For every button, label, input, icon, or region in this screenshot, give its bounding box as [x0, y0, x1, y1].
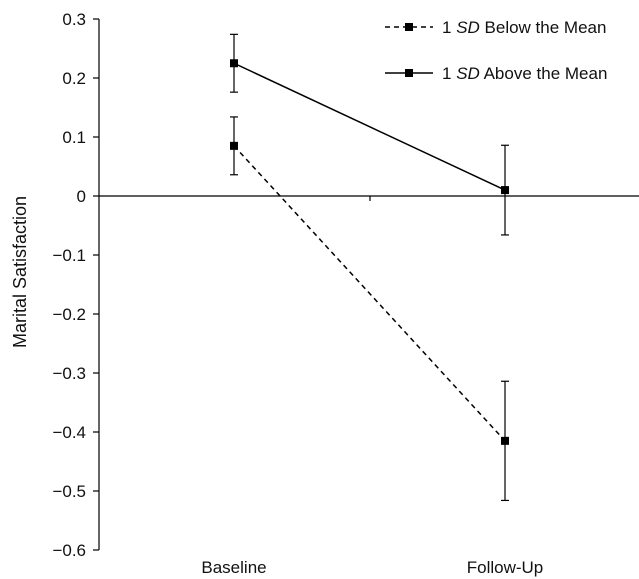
series-lines [230, 33, 509, 502]
y-axis-title: Marital Satisfaction [10, 196, 30, 348]
series-1 [230, 116, 509, 502]
y-tick-label: 0.2 [62, 69, 86, 88]
y-tick-label: −0.2 [52, 305, 86, 324]
series-line [233, 145, 506, 442]
y-tick-label: −0.3 [52, 364, 86, 383]
y-axis-ticks: 0.3 0.2 0.1 0 −0.1 −0.2 −0.3 −0.4 −0.5 −0.6 Baseli… [52, 10, 543, 577]
x-tick-label: Follow-Up [467, 558, 544, 577]
legend-marker [405, 23, 413, 31]
x-tick-label: Baseline [201, 558, 266, 577]
data-point-marker [501, 436, 509, 445]
y-tick-label: 0.3 [62, 10, 86, 29]
data-point-marker [501, 186, 509, 195]
legend-label: 1 SD Above the Mean [442, 64, 607, 83]
data-point-marker [230, 59, 238, 68]
y-tick-label: −0.6 [52, 541, 86, 560]
legend-entry-1: 1 SD Below the Mean [385, 18, 606, 37]
series-2 [230, 33, 509, 236]
legend-label: 1 SD Below the Mean [442, 18, 606, 37]
y-tick-label: 0 [77, 187, 86, 206]
legend: 1 SD Below the Mean 1 SD Above the Mean [385, 18, 607, 83]
data-point-marker [230, 141, 238, 150]
y-tick-label: −0.4 [52, 423, 86, 442]
y-tick-label: −0.5 [52, 482, 86, 501]
legend-entry-2: 1 SD Above the Mean [385, 64, 607, 83]
y-tick-label: −0.1 [52, 246, 86, 265]
axes [98, 19, 639, 550]
series-line [233, 62, 506, 191]
legend-marker [405, 69, 413, 77]
y-tick-label: 0.1 [62, 128, 86, 147]
